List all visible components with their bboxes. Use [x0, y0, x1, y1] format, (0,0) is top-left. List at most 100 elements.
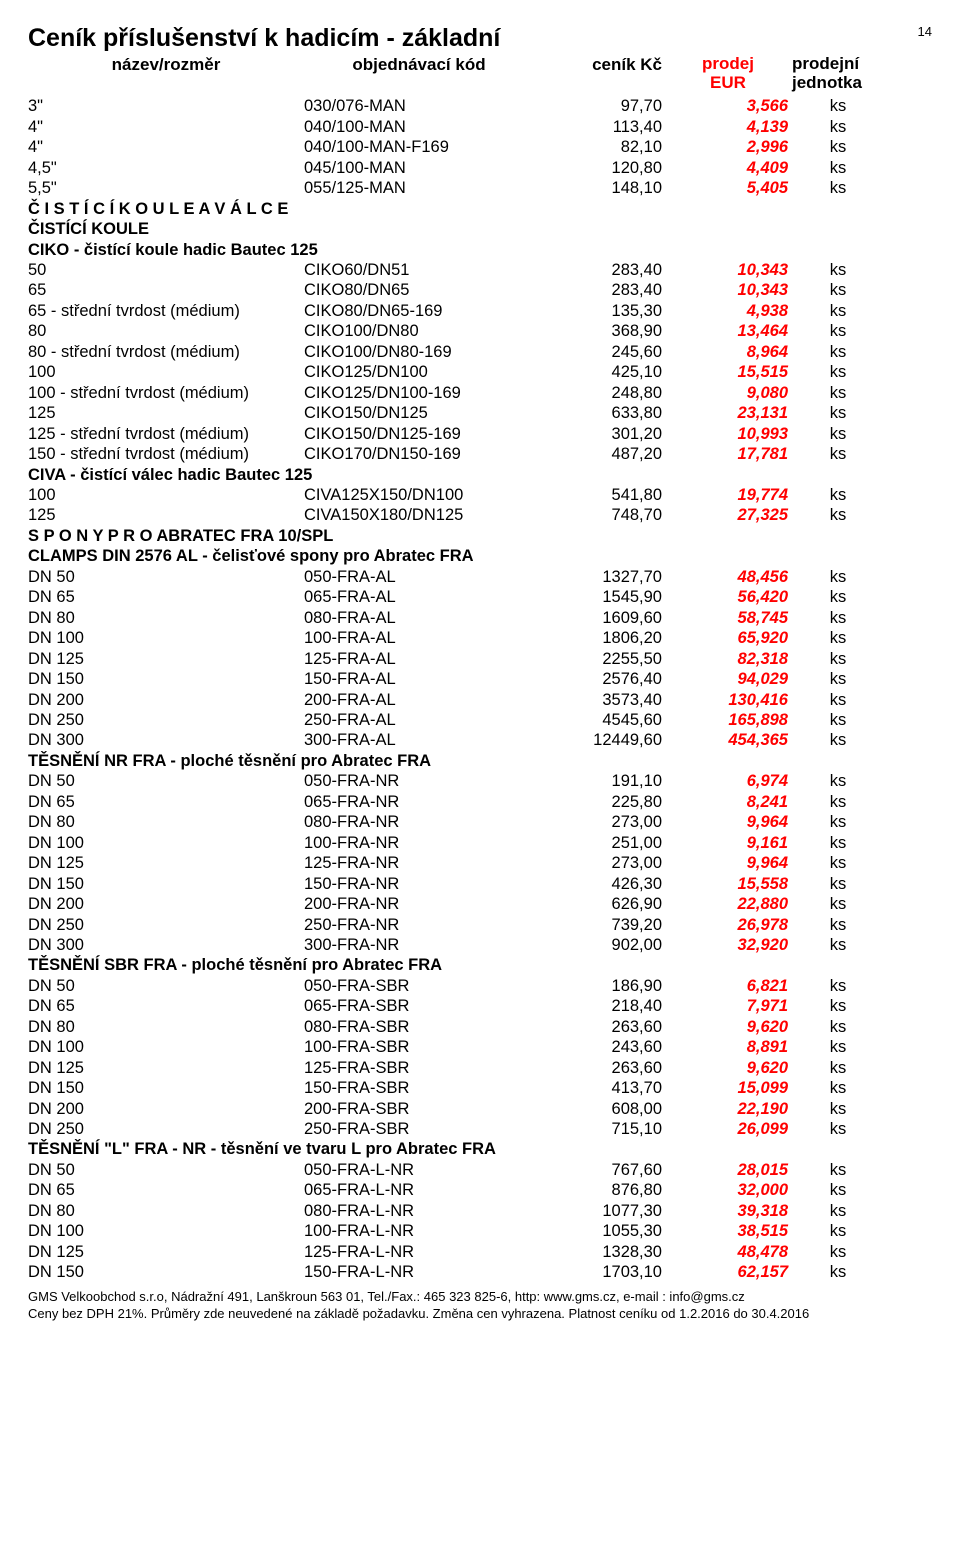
cell-unit: ks — [788, 158, 888, 178]
cell-code: 150-FRA-AL — [304, 669, 534, 689]
cell-name: DN 200 — [28, 894, 304, 914]
table-row: DN 125125-FRA-SBR263,609,620ks — [28, 1058, 932, 1078]
cell-code: 050-FRA-SBR — [304, 976, 534, 996]
cell-unit: ks — [788, 628, 888, 648]
cell-price: 3573,40 — [534, 690, 668, 710]
cell-name: DN 100 — [28, 628, 304, 648]
cell-unit: ks — [788, 444, 888, 464]
table-row: DN 300300-FRA-AL12449,60454,365ks — [28, 730, 932, 750]
table-row: DN 300300-FRA-NR902,0032,920ks — [28, 935, 932, 955]
cell-eur: 22,190 — [668, 1099, 788, 1119]
cell-code: CIVA150X180/DN125 — [304, 505, 534, 525]
cell-name: DN 65 — [28, 1180, 304, 1200]
cell-unit: ks — [788, 1180, 888, 1200]
cell-eur: 9,964 — [668, 853, 788, 873]
cell-name: DN 100 — [28, 1221, 304, 1241]
cell-eur: 22,880 — [668, 894, 788, 914]
cell-eur: 27,325 — [668, 505, 788, 525]
cell-code: 100-FRA-NR — [304, 833, 534, 853]
header-eur: prodej EUR — [668, 55, 788, 92]
cell-eur: 165,898 — [668, 710, 788, 730]
cell-eur: 65,920 — [668, 628, 788, 648]
cell-unit: ks — [788, 1160, 888, 1180]
cell-eur: 4,409 — [668, 158, 788, 178]
table-row: DN 125125-FRA-AL2255,5082,318ks — [28, 649, 932, 669]
cell-unit: ks — [788, 730, 888, 750]
header-eur-line2: EUR — [710, 73, 746, 92]
cell-name: 125 — [28, 505, 304, 525]
table-row: 150 - střední tvrdost (médium)CIKO170/DN… — [28, 444, 932, 464]
cell-code: 300-FRA-NR — [304, 935, 534, 955]
table-row: 65CIKO80/DN65283,4010,343ks — [28, 280, 932, 300]
cell-code: CIKO80/DN65-169 — [304, 301, 534, 321]
cell-eur: 58,745 — [668, 608, 788, 628]
cell-name: DN 65 — [28, 587, 304, 607]
cell-price: 541,80 — [534, 485, 668, 505]
cell-eur: 4,139 — [668, 117, 788, 137]
cell-code: CIVA125X150/DN100 — [304, 485, 534, 505]
cell-code: CIKO80/DN65 — [304, 280, 534, 300]
header-price: ceník Kč — [534, 55, 668, 92]
cell-code: 200-FRA-SBR — [304, 1099, 534, 1119]
cell-unit: ks — [788, 117, 888, 137]
cell-unit: ks — [788, 833, 888, 853]
cell-name: 3" — [28, 96, 304, 116]
table-row: DN 125125-FRA-L-NR1328,3048,478ks — [28, 1242, 932, 1262]
cell-eur: 13,464 — [668, 321, 788, 341]
table-row: DN 250250-FRA-SBR715,1026,099ks — [28, 1119, 932, 1139]
cell-name: 50 — [28, 260, 304, 280]
cell-price: 902,00 — [534, 935, 668, 955]
cell-unit: ks — [788, 915, 888, 935]
cell-eur: 26,099 — [668, 1119, 788, 1139]
cell-code: 125-FRA-L-NR — [304, 1242, 534, 1262]
cell-unit: ks — [788, 383, 888, 403]
table-row: DN 65065-FRA-L-NR876,8032,000ks — [28, 1180, 932, 1200]
cell-code: 150-FRA-L-NR — [304, 1262, 534, 1282]
cell-code: 080-FRA-L-NR — [304, 1201, 534, 1221]
cell-unit: ks — [788, 669, 888, 689]
header-name: název/rozměr — [28, 55, 304, 92]
cell-eur: 9,161 — [668, 833, 788, 853]
cell-price: 2576,40 — [534, 669, 668, 689]
cell-price: 263,60 — [534, 1058, 668, 1078]
cell-eur: 2,996 — [668, 137, 788, 157]
table-header: název/rozměr objednávací kód ceník Kč pr… — [28, 55, 932, 92]
cell-code: 040/100-MAN-F169 — [304, 137, 534, 157]
cell-unit: ks — [788, 260, 888, 280]
table-row: DN 80080-FRA-NR273,009,964ks — [28, 812, 932, 832]
cell-unit: ks — [788, 792, 888, 812]
cell-name: DN 300 — [28, 730, 304, 750]
cell-code: CIKO150/DN125-169 — [304, 424, 534, 444]
cell-unit: ks — [788, 362, 888, 382]
cell-unit: ks — [788, 710, 888, 730]
section-heading: ČISTÍCÍ KOULE — [28, 219, 932, 239]
section-heading: CIKO - čistící koule hadic Bautec 125 — [28, 240, 932, 260]
cell-unit: ks — [788, 178, 888, 198]
cell-price: 426,30 — [534, 874, 668, 894]
cell-unit: ks — [788, 649, 888, 669]
cell-name: DN 65 — [28, 792, 304, 812]
cell-unit: ks — [788, 976, 888, 996]
cell-code: 065-FRA-L-NR — [304, 1180, 534, 1200]
cell-code: CIKO60/DN51 — [304, 260, 534, 280]
cell-price: 715,10 — [534, 1119, 668, 1139]
cell-name: DN 50 — [28, 976, 304, 996]
cell-price: 748,70 — [534, 505, 668, 525]
cell-unit: ks — [788, 608, 888, 628]
cell-name: 100 - střední tvrdost (médium) — [28, 383, 304, 403]
section-heading: Č I S T Í C Í K O U L E A V Á L C E — [28, 199, 932, 219]
cell-price: 1055,30 — [534, 1221, 668, 1241]
cell-code: 250-FRA-SBR — [304, 1119, 534, 1139]
cell-price: 1545,90 — [534, 587, 668, 607]
cell-name: 65 - střední tvrdost (médium) — [28, 301, 304, 321]
cell-name: DN 150 — [28, 874, 304, 894]
header-unit: prodejní jednotka — [788, 55, 888, 92]
cell-price: 876,80 — [534, 1180, 668, 1200]
cell-unit: ks — [788, 935, 888, 955]
cell-unit: ks — [788, 587, 888, 607]
cell-price: 1806,20 — [534, 628, 668, 648]
table-row: 50CIKO60/DN51283,4010,343ks — [28, 260, 932, 280]
cell-price: 413,70 — [534, 1078, 668, 1098]
cell-price: 273,00 — [534, 812, 668, 832]
table-row: DN 200200-FRA-AL3573,40130,416ks — [28, 690, 932, 710]
